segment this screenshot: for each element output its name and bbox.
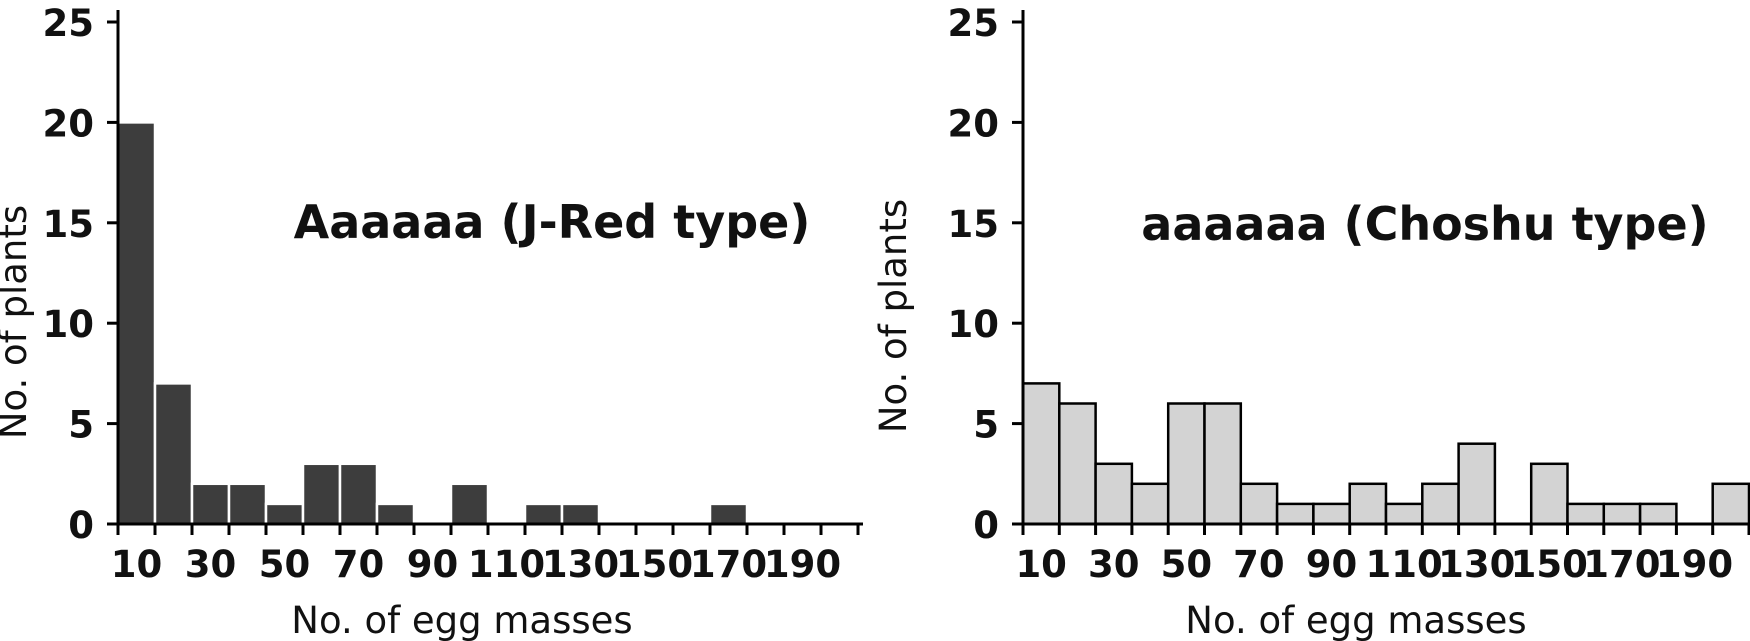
histogram-bar xyxy=(1130,482,1170,526)
histogram-bar xyxy=(560,502,601,526)
x-tick-label: 30 xyxy=(1088,543,1140,586)
histogram-bar xyxy=(1094,462,1134,526)
histogram-bar xyxy=(1239,482,1279,526)
y-axis-title: No. of plants xyxy=(0,205,35,439)
x-tick-label: 70 xyxy=(1233,543,1285,586)
histogram-bar xyxy=(264,502,305,526)
x-tick-label: 110 xyxy=(468,543,545,586)
histogram-bar xyxy=(1275,502,1315,526)
x-tick-label: 90 xyxy=(407,543,459,586)
histogram-bar xyxy=(1602,502,1642,526)
histogram-bar xyxy=(153,382,194,526)
histogram-bar xyxy=(523,502,564,526)
x-tick-label: 110 xyxy=(1365,543,1442,586)
x-tick-label: 30 xyxy=(185,543,237,586)
histogram-bar xyxy=(190,482,231,526)
x-axis-title: No. of egg masses xyxy=(291,599,632,641)
x-axis-title: No. of egg masses xyxy=(1185,599,1526,641)
x-tick-label: 170 xyxy=(1583,543,1660,586)
histogram-bar xyxy=(1711,482,1750,526)
histogram-bar xyxy=(375,502,416,526)
x-tick-label: 70 xyxy=(333,543,385,586)
x-tick-label: 130 xyxy=(1438,543,1515,586)
histogram-bar xyxy=(1638,502,1678,526)
x-tick-label: 150 xyxy=(616,543,693,586)
x-tick-label: 90 xyxy=(1306,543,1358,586)
x-tick-label: 190 xyxy=(1656,543,1733,586)
y-tick-label: 10 xyxy=(43,303,95,346)
x-tick-label: 190 xyxy=(764,543,841,586)
y-tick-label: 15 xyxy=(43,203,95,246)
histogram-bar xyxy=(1348,482,1388,526)
histogram-bar xyxy=(1203,402,1243,526)
y-tick-label: 15 xyxy=(948,203,1000,246)
y-tick-label: 10 xyxy=(948,303,1000,346)
x-tick-label: 10 xyxy=(1015,543,1066,586)
y-tick-label: 25 xyxy=(948,2,1000,45)
histogram-bar xyxy=(1384,502,1424,526)
y-tick-label: 5 xyxy=(973,404,999,447)
x-tick-label: 170 xyxy=(690,543,767,586)
histogram-bar xyxy=(1421,482,1460,526)
y-tick-label: 25 xyxy=(43,2,95,45)
x-tick-label: 50 xyxy=(1161,543,1213,586)
y-tick-label: 20 xyxy=(43,102,95,145)
y-tick-label: 5 xyxy=(68,404,94,447)
histogram-bar xyxy=(1457,442,1497,526)
histogram-bar xyxy=(1566,502,1606,526)
x-tick-label: 10 xyxy=(111,543,163,586)
x-tick-label: 130 xyxy=(542,543,619,586)
histogram-bar xyxy=(1529,462,1569,526)
histogram-bar xyxy=(708,502,749,526)
histogram-bar xyxy=(1058,402,1097,526)
histogram-bar xyxy=(1312,502,1351,526)
histogram-bar xyxy=(1021,382,1061,526)
histogram-bar xyxy=(449,482,490,526)
histogram-bar xyxy=(1166,402,1206,526)
chart-title: aaaaaa (Choshu type) xyxy=(1141,197,1708,251)
histogram-bar xyxy=(338,462,379,526)
histogram-bar xyxy=(116,121,157,526)
y-tick-label: 20 xyxy=(948,102,1000,145)
histogram-bar xyxy=(301,462,342,526)
y-axis-title: No. of plants xyxy=(875,199,915,433)
x-tick-label: 50 xyxy=(259,543,311,586)
x-tick-label: 150 xyxy=(1511,543,1588,586)
y-tick-label: 0 xyxy=(68,504,94,547)
chart-title: Aaaaaa (J-Red type) xyxy=(294,195,811,249)
y-tick-label: 0 xyxy=(973,504,999,547)
histogram-bar xyxy=(227,482,268,526)
